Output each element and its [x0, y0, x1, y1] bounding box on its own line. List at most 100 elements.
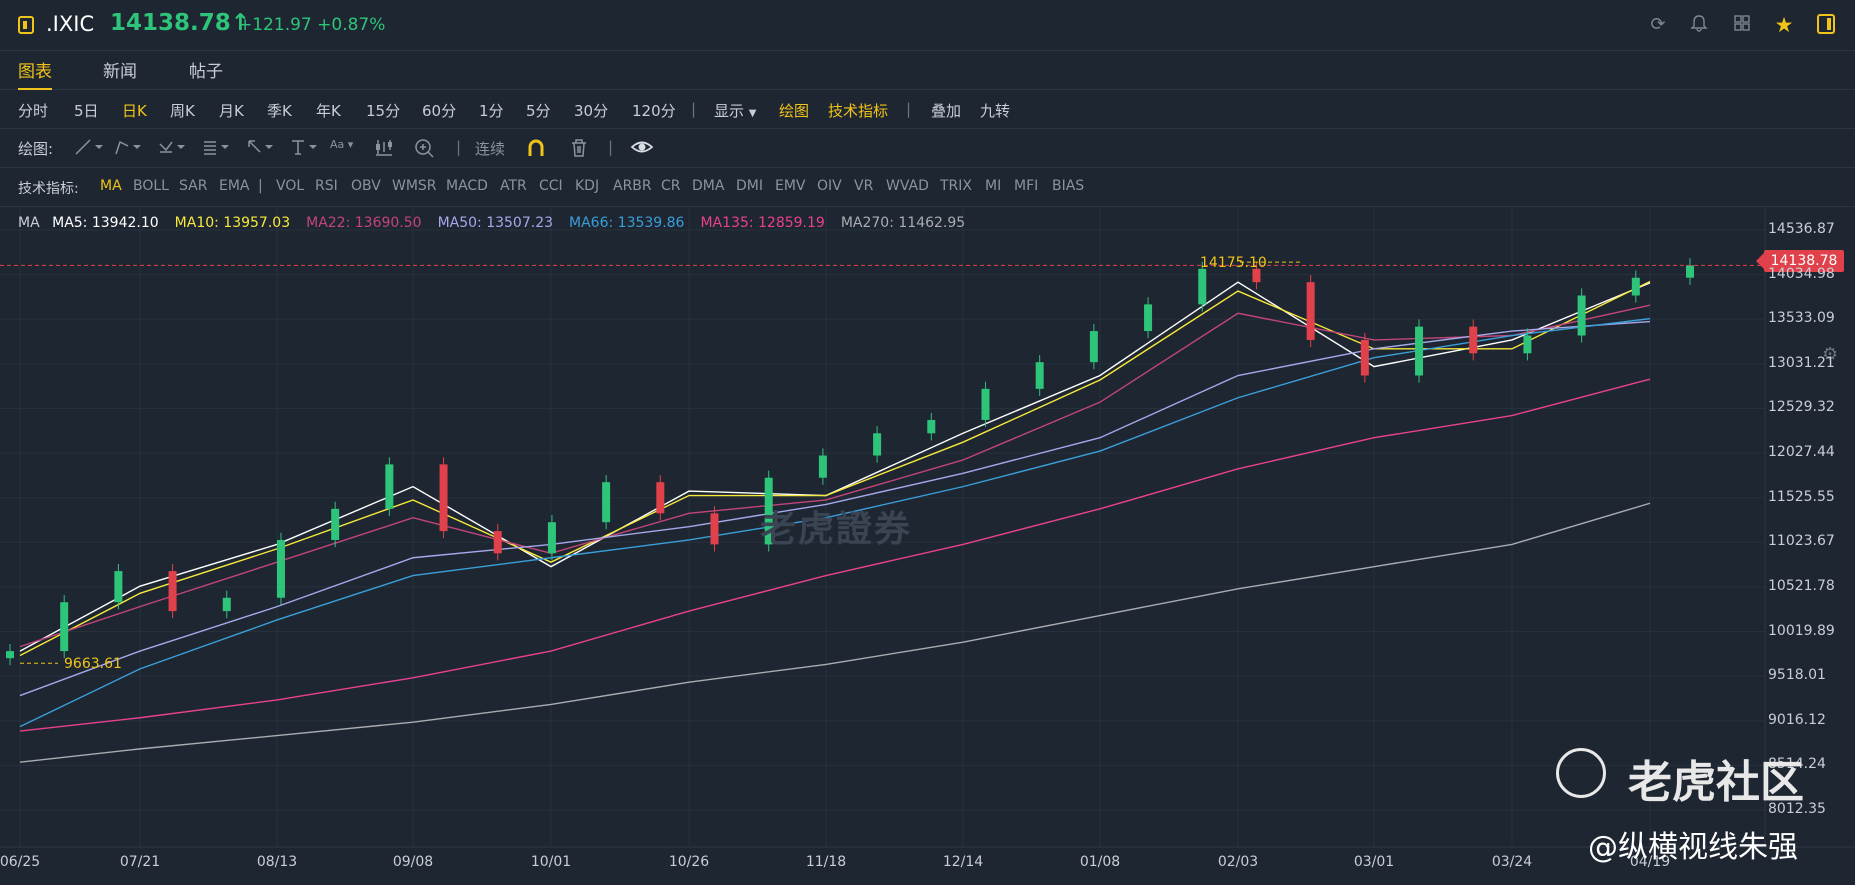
candle-tool-icon[interactable]: [374, 138, 394, 160]
y-tick-label: 12529.32: [1768, 399, 1835, 416]
x-tick-label: 11/18: [805, 854, 847, 870]
ma-legend-label: MA135:: [700, 215, 759, 231]
indicator-wmsr[interactable]: WMSR: [392, 178, 437, 194]
y-tick-label: 14536.87: [1768, 221, 1835, 237]
ticker-change: +121.97 +0.87%: [238, 15, 386, 35]
magnet-icon[interactable]: [526, 138, 546, 162]
indicator-label: 技术指标:: [18, 181, 79, 197]
period-daily-k[interactable]: 日K: [122, 102, 147, 120]
tech-indicator-toggle[interactable]: 技术指标: [828, 102, 889, 120]
separator: |: [691, 100, 697, 118]
indicator-oiv[interactable]: OIV: [817, 178, 842, 194]
trash-icon[interactable]: [570, 138, 588, 162]
indicator-cr[interactable]: CR: [661, 178, 681, 194]
indicator-trix[interactable]: TRIX: [940, 178, 972, 194]
indicator-kdj[interactable]: KDJ: [575, 178, 600, 194]
font-tool-icon[interactable]: Aa ▾: [330, 138, 354, 151]
indicator-dmi[interactable]: DMI: [736, 178, 763, 194]
indicator-emv[interactable]: EMV: [775, 178, 806, 194]
ma-legend-item: MA135: 12859.19: [700, 215, 832, 231]
indicator-wvad[interactable]: WVAD: [886, 178, 929, 194]
period-15min[interactable]: 15分: [366, 102, 401, 120]
y-tick-label: 9518.01: [1768, 667, 1826, 684]
indicator-vr[interactable]: VR: [854, 178, 874, 194]
x-tick-label: 07/21: [119, 854, 161, 870]
candle-body: [168, 571, 177, 612]
period-timeshare[interactable]: 分时: [18, 102, 49, 120]
candle-body: [764, 477, 773, 545]
x-tick-label: 01/08: [1079, 854, 1121, 870]
grid-icon[interactable]: [1731, 14, 1753, 36]
text-tool-icon[interactable]: [290, 138, 322, 160]
display-dropdown[interactable]: 显示 ▼: [714, 100, 757, 121]
period-yearly-k[interactable]: 年K: [316, 102, 341, 120]
x-tick-label: 10/01: [530, 854, 572, 870]
zoom-icon[interactable]: [414, 138, 436, 162]
draw-toggle[interactable]: 绘图: [779, 102, 810, 120]
candle-body: [547, 522, 556, 554]
candle-body: [1577, 295, 1586, 336]
indicator-rsi[interactable]: RSI: [315, 178, 338, 194]
period-monthly-k[interactable]: 月K: [219, 102, 244, 120]
tab-news[interactable]: 新闻: [103, 62, 137, 82]
overlay-button[interactable]: 叠加: [931, 102, 962, 120]
indicator-macd[interactable]: MACD: [446, 178, 488, 194]
period-60min[interactable]: 60分: [422, 102, 457, 120]
display-label: 显示: [714, 102, 745, 120]
period-weekly-k[interactable]: 周K: [170, 102, 195, 120]
arrow-tool-icon[interactable]: [246, 138, 278, 160]
indicator-cci[interactable]: CCI: [539, 178, 563, 194]
candlestick-chart[interactable]: 14175.10 9663.61: [0, 207, 1855, 885]
indicator-atr[interactable]: ATR: [500, 178, 527, 194]
candle-body: [1469, 326, 1478, 354]
indicator-mi[interactable]: MI: [985, 178, 1002, 194]
candle-body: [981, 388, 990, 420]
y-tick-label: 12027.44: [1768, 444, 1835, 461]
ma-legend-label: MA66:: [569, 215, 618, 231]
tab-chart[interactable]: 图表: [18, 57, 52, 90]
indicator-boll[interactable]: BOLL: [133, 178, 169, 194]
channel-tool-icon[interactable]: [158, 138, 190, 160]
indicator-ema[interactable]: EMA: [219, 178, 250, 194]
star-icon[interactable]: ★: [1774, 13, 1794, 37]
indicator-obv[interactable]: OBV: [351, 178, 381, 194]
candle-body: [276, 539, 285, 598]
indicator-dma[interactable]: DMA: [692, 178, 725, 194]
x-tick-label: 03/24: [1491, 854, 1533, 870]
refresh-icon[interactable]: ⟳: [1650, 14, 1666, 35]
period-30min[interactable]: 30分: [574, 102, 609, 120]
separator: |: [456, 138, 462, 156]
indicator-mfi[interactable]: MFI: [1014, 178, 1039, 194]
tab-posts[interactable]: 帖子: [189, 62, 223, 82]
gear-icon[interactable]: ⚙: [1822, 344, 1839, 365]
period-5min[interactable]: 5分: [526, 102, 551, 120]
candle-body: [493, 531, 502, 554]
ma-line-ma10: [19, 280, 1651, 657]
line-tool-icon[interactable]: [74, 138, 106, 160]
fib-tool-icon[interactable]: [202, 138, 234, 160]
indicator-ma[interactable]: MA: [100, 178, 122, 194]
x-tick-label: 09/08: [392, 854, 434, 870]
indicator-arbr[interactable]: ARBR: [613, 178, 652, 194]
y-tick-label: 13031.21: [1768, 354, 1835, 371]
indicator-vol[interactable]: VOL: [276, 178, 305, 194]
continuous-toggle[interactable]: 连续: [475, 140, 506, 158]
ma-legend-value: 13507.23: [486, 215, 554, 231]
bell-icon[interactable]: [1688, 14, 1710, 36]
period-120min[interactable]: 120分: [632, 102, 676, 120]
ma-legend-label: MA50:: [437, 215, 487, 231]
nine-turn-button[interactable]: 九转: [980, 102, 1011, 120]
ticker-menu-icon[interactable]: [18, 16, 34, 34]
community-label: 老虎社区: [1628, 757, 1804, 808]
candle-body: [385, 464, 394, 509]
sidebar-toggle-icon[interactable]: [1815, 14, 1837, 36]
indicator-sar[interactable]: SAR: [179, 178, 208, 194]
period-quarterly-k[interactable]: 季K: [267, 102, 292, 120]
polyline-tool-icon[interactable]: [114, 138, 146, 160]
ma-legend-item: MA5: 13942.10: [52, 215, 167, 231]
indicator-bias[interactable]: BIAS: [1052, 178, 1085, 194]
y-tick-label: 9016.12: [1768, 711, 1826, 728]
eye-icon[interactable]: [630, 138, 654, 160]
period-5day[interactable]: 5日: [74, 102, 99, 120]
period-1min[interactable]: 1分: [479, 102, 504, 120]
